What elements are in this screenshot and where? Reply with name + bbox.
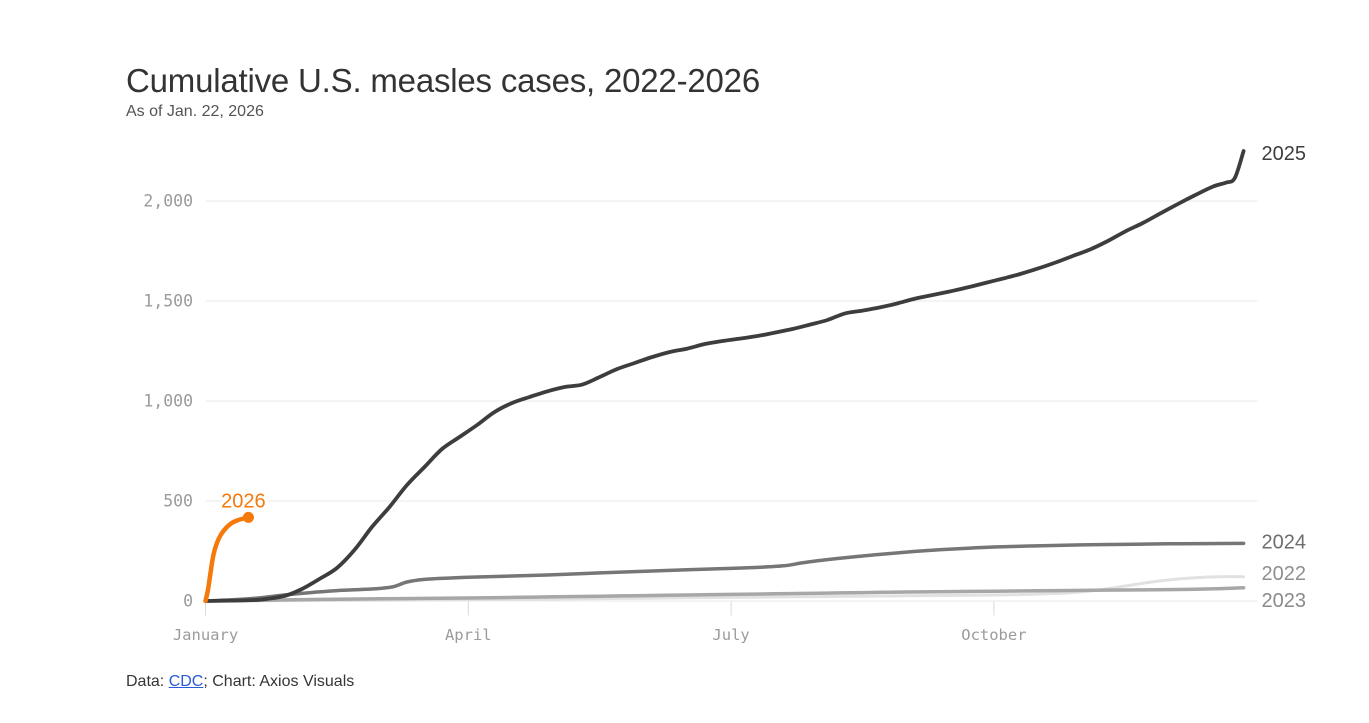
y-axis-label: 500 [163,492,193,511]
series-line-2026 [203,515,251,604]
y-axis-label: 1,500 [143,292,193,311]
x-axis-label: July [712,626,749,644]
series-label-2022: 2022 [1262,563,1307,585]
chart-subtitle: As of Jan. 22, 2026 [126,103,264,120]
series-line-2025 [203,149,1246,603]
y-axis-label: 1,000 [143,392,193,411]
series-line-2024 [203,541,1246,603]
x-axis-label: January [173,626,238,644]
x-axis-label: October [961,626,1026,644]
series-endpoint-dot-2026 [242,511,254,523]
series-line-2023 [203,586,1246,603]
series-label-2026: 2026 [221,490,266,512]
series-label-2025: 2025 [1262,143,1307,165]
y-axis-label: 2,000 [143,192,193,211]
source-note: Data: CDC; Chart: Axios Visuals [126,673,354,691]
cdc-link[interactable]: CDC [168,673,204,690]
source-prefix: Data: [126,673,169,690]
x-axis-label: April [445,626,492,644]
chart-title: Cumulative U.S. measles cases, 2022-2026 [126,62,760,100]
chart-credit: ; Chart: Axios Visuals [203,673,355,690]
series-label-2023: 2023 [1262,590,1307,612]
y-axis-label: 0 [183,592,193,611]
series-label-2024: 2024 [1262,531,1307,553]
